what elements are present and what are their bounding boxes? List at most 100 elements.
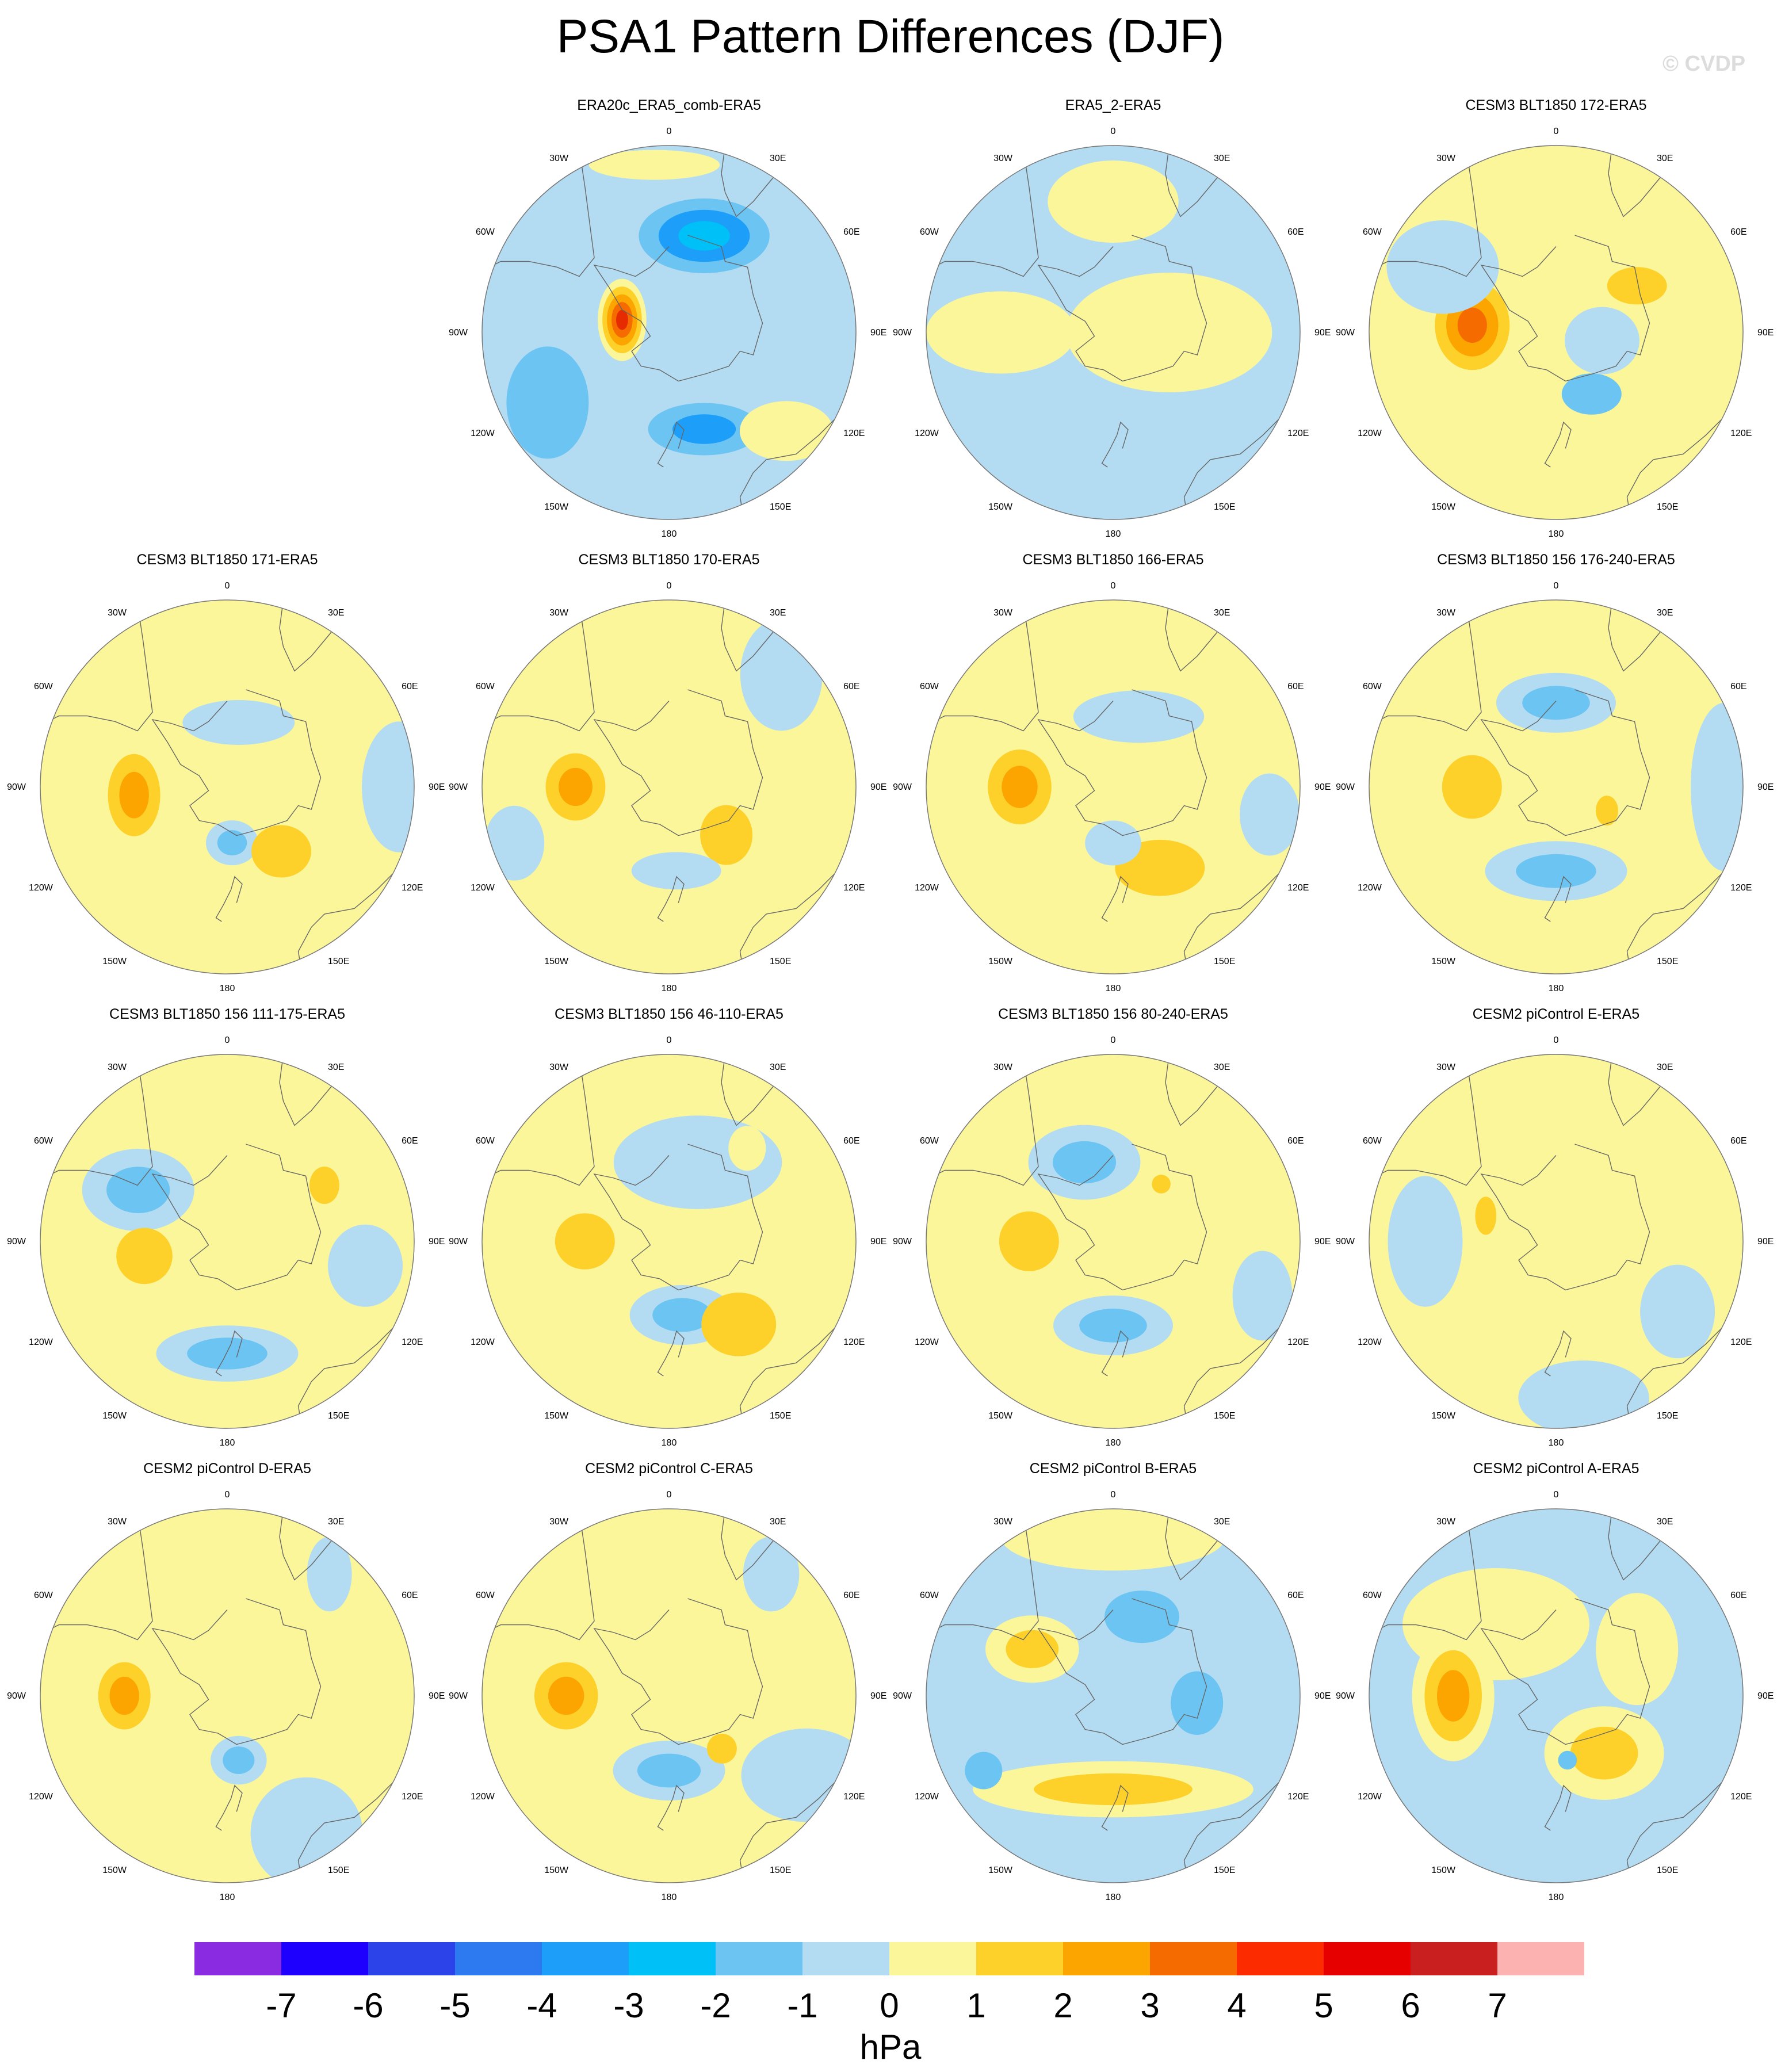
longitude-label: 60W [476,682,495,691]
longitude-label: 90E [1314,1237,1331,1247]
longitude-label: 90W [1336,328,1355,338]
panel-title: CESM2 piControl D-ERA5 [143,1461,311,1477]
longitude-label: 30W [1436,1062,1456,1072]
longitude-label: 120E [1730,1337,1752,1347]
longitude-label: 180 [1549,529,1564,539]
longitude-label: 90W [893,782,912,792]
longitude-label: 0 [225,1490,230,1500]
longitude-label: 120W [29,883,53,893]
contour-region [672,414,736,444]
coastline [279,1509,349,1581]
longitude-label: 150W [544,1411,569,1421]
longitude-label: 180 [220,984,235,993]
coastline [215,876,243,922]
coastline [40,1058,153,1186]
longitude-label: 90E [1314,1691,1331,1701]
longitude-label: 60W [1363,1136,1382,1146]
coastline [926,1058,1039,1186]
coastline [1480,235,1650,382]
map-border [1369,599,1744,974]
longitude-label: 150E [328,1865,349,1875]
longitude-label: 90W [1336,1237,1355,1247]
contour-region [1516,854,1596,888]
contour-region [1002,766,1038,808]
coastline [1101,876,1129,922]
coastline [593,689,763,836]
longitude-label: 120E [843,883,865,893]
longitude-label: 60W [34,1591,53,1600]
longitude-label: 30W [108,608,127,618]
map-background [482,146,856,519]
longitude-label: 90W [1336,1691,1355,1701]
longitude-label: 120W [915,1337,939,1347]
longitude-label: 90E [429,782,445,792]
longitude-label: 30E [1657,1062,1673,1072]
colorbar-swatch [889,1942,976,1975]
longitude-label: 150E [770,1411,791,1421]
contour-region [223,1746,255,1774]
longitude-label: 120W [1358,883,1382,893]
coastline [721,1054,791,1126]
map-background [926,1509,1300,1883]
longitude-label: 120E [1287,1337,1309,1347]
map-panel: CESM3 BLT1850 156 111-175-ERA5 0 30E 60E 90E… [0,1000,469,1483]
figure-title: PSA1 Pattern Differences (DJF) [556,10,1225,63]
contour-region [965,1752,1003,1790]
longitude-label: 0 [225,581,230,591]
longitude-label: 120E [1287,1792,1309,1802]
coastline [40,1512,153,1641]
longitude-label: 60E [402,682,418,691]
coastline [593,1144,763,1291]
contour-region [251,825,311,878]
contour-region [1595,796,1618,826]
longitude-label: 60E [402,1136,418,1146]
coastline [1369,603,1482,732]
colorbar-tick-label: 7 [1488,1986,1507,2025]
longitude-label: 90W [7,1237,26,1247]
longitude-label: 150E [1657,1865,1678,1875]
map-border [40,1508,415,1883]
colorbar-tick-label: 0 [880,1986,899,2025]
longitude-label: 120E [1287,883,1309,893]
longitude-label: 0 [667,1035,672,1045]
longitude-label: 0 [1111,1490,1116,1500]
longitude-label: 180 [1549,1893,1564,1902]
map-border [1369,145,1744,520]
map-border [40,599,415,974]
panel-title: CESM2 piControl B-ERA5 [1029,1461,1197,1477]
contour-region [1522,686,1590,720]
watermark-text: © CVDP [1662,52,1746,76]
contour-region [1034,1773,1193,1806]
longitude-label: 30E [328,608,344,618]
longitude-label: 60W [920,1136,939,1146]
map-panel: CESM3 BLT1850 166-ERA5 0 30E 60E 90E 120E 150E… [872,545,1355,1029]
longitude-label: 0 [1111,127,1116,136]
coastline [1101,1784,1129,1831]
colorbar-tick-label: 6 [1401,1986,1420,2025]
longitude-label: 0 [667,127,672,136]
longitude-label: 90E [1757,1237,1774,1247]
longitude-label: 60E [843,227,859,237]
contour-region [588,150,720,180]
coastline [1608,1054,1678,1126]
colorbar-swatch [455,1942,542,1975]
contour-region [743,1536,800,1612]
longitude-label: 150E [1657,502,1678,512]
colorbar-swatches [194,1942,1584,1975]
contour-region [116,1228,173,1285]
coastline [1037,689,1207,836]
map-panel: ERA5_2-ERA5 0 30E 60E 90E 120E 150E 180 150W 120W… [872,91,1355,574]
longitude-label: 30E [1214,1062,1230,1072]
longitude-label: 150W [102,1411,127,1421]
coastline [482,149,595,277]
coastline [279,600,349,672]
colorbar-tick-label: -2 [700,1986,731,2025]
longitude-label: 30E [1214,608,1230,618]
contour-region [1640,1264,1715,1359]
map-background [1369,146,1743,519]
contour-region [1558,1750,1577,1770]
coastline [657,1784,685,1831]
map-panel: CESM2 piControl A-ERA5 0 30E 60E 90E 120E 150E… [1314,1454,1781,1937]
longitude-label: 90W [449,1237,468,1247]
longitude-label: 150E [1657,1411,1678,1421]
